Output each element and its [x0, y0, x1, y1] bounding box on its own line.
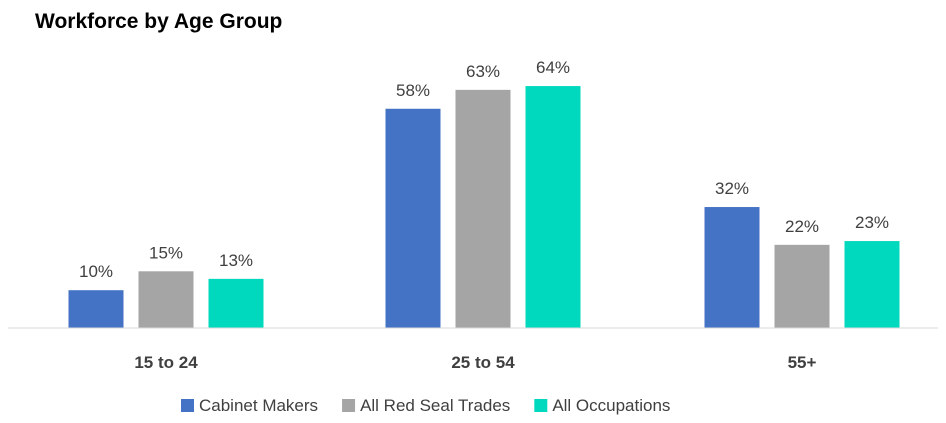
legend-swatch-1: [342, 399, 356, 412]
data-label-1-0: 15%: [149, 243, 183, 262]
data-label-1-2: 22%: [785, 217, 819, 236]
legend-label-1: All Red Seal Trades: [360, 396, 510, 415]
legend-label-0: Cabinet Makers: [199, 396, 318, 415]
x-ticks-group: 15 to 24 25 to 54 55+: [134, 353, 816, 372]
data-label-2-1: 64%: [536, 58, 570, 77]
x-tick-label-0: 15 to 24: [134, 353, 198, 372]
legend-label-2: All Occupations: [552, 396, 670, 415]
bar-0-1: [385, 108, 441, 328]
legend-swatch-2: [534, 399, 548, 412]
bar-2-2: [844, 241, 900, 328]
chart-title: Workforce by Age Group: [35, 10, 282, 33]
bar-2-0: [208, 278, 264, 328]
data-label-2-2: 23%: [855, 213, 889, 232]
x-tick-label-1: 25 to 54: [451, 353, 515, 372]
data-label-2-0: 13%: [219, 251, 253, 270]
data-label-0-1: 58%: [396, 81, 430, 100]
x-tick-label-2: 55+: [788, 353, 817, 372]
legend-swatch-0: [181, 399, 194, 412]
bar-1-1: [455, 89, 511, 328]
bar-1-2: [774, 244, 830, 328]
data-labels-group: 10% 15% 13% 58% 63% 64% 32% 22% 23%: [79, 58, 889, 281]
data-label-0-0: 10%: [79, 262, 113, 281]
data-label-0-2: 32%: [715, 179, 749, 198]
legend: Cabinet Makers All Red Seal Trades All Occ…: [181, 396, 670, 415]
bar-0-2: [704, 207, 760, 328]
bar-0-0: [68, 290, 124, 328]
bars-group: [68, 86, 900, 328]
bar-1-0: [138, 271, 194, 328]
bar-2-1: [525, 86, 581, 328]
data-label-1-1: 63%: [466, 62, 500, 81]
